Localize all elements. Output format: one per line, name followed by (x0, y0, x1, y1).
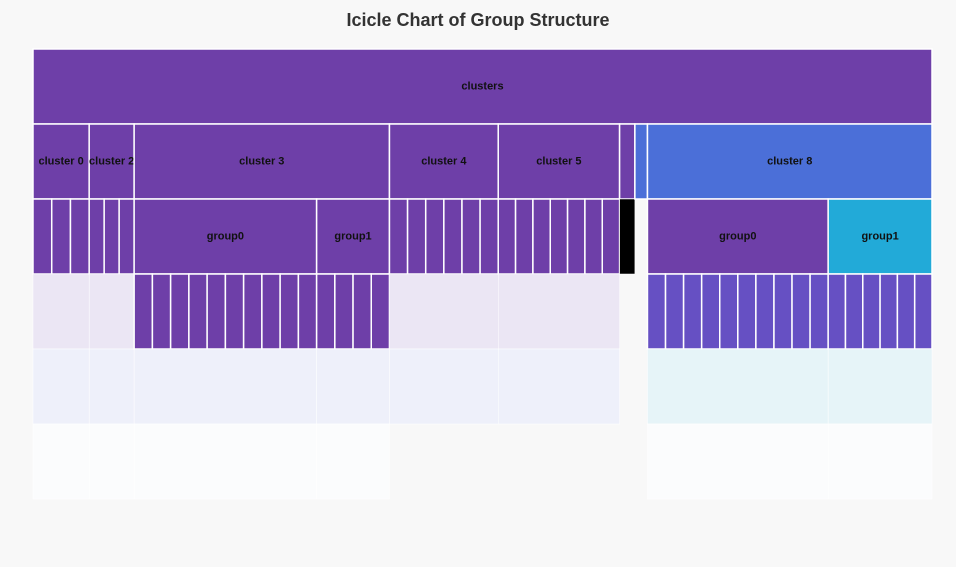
leaf-4-0-0[interactable] (497, 198, 517, 275)
leaf-7-0-0-2[interactable] (682, 273, 703, 350)
leaf-3-0-3[interactable] (443, 198, 463, 275)
leaf-7-1-0-3[interactable] (879, 273, 899, 350)
leaf-3-0-0[interactable] (388, 198, 409, 275)
node-group-2-1[interactable] (315, 198, 391, 275)
leaf-7-0-0-8[interactable] (791, 273, 811, 350)
leaf-7-1-0-2[interactable] (862, 273, 881, 350)
faint-2-0-2[interactable] (133, 423, 317, 500)
node-label-cluster-4: cluster 5 (536, 155, 581, 167)
leaf-0-0-0[interactable] (32, 198, 53, 275)
faint-0-3[interactable] (32, 423, 90, 500)
leaf-2-0-0-2[interactable] (169, 273, 190, 350)
chart-title: Icicle Chart of Group Structure (346, 10, 610, 30)
leaf-7-0-0-1[interactable] (664, 273, 685, 350)
faint-0-1[interactable] (32, 273, 90, 350)
leaf-1-0-1[interactable] (103, 198, 120, 275)
node-label-group-2-0: group0 (207, 230, 244, 242)
leaf-4-0-2[interactable] (532, 198, 551, 275)
node-group-2-0[interactable] (133, 198, 318, 275)
leaf-7-0-0-3[interactable] (700, 273, 721, 350)
faint-7-0-1[interactable] (647, 348, 829, 425)
leaf-2-0-0-5[interactable] (224, 273, 245, 350)
node-label-cluster-0: cluster 0 (38, 155, 83, 167)
leaf-0-0-1[interactable] (50, 198, 72, 275)
faint-2-0-1[interactable] (133, 348, 317, 425)
faint-3-1[interactable] (389, 273, 499, 350)
leaf-2-1-0-0[interactable] (315, 273, 336, 350)
leaf-2-0-0-6[interactable] (242, 273, 263, 350)
node-label-group-7-1: group1 (861, 230, 898, 242)
leaf-2-0-0-0[interactable] (133, 273, 154, 350)
node-label-group-2-1: group1 (334, 230, 371, 242)
faint-2-1-2[interactable] (316, 423, 390, 500)
faint-5-0[interactable] (619, 198, 636, 275)
faint-1-1[interactable] (88, 273, 135, 350)
node-label-cluster-2: cluster 3 (239, 155, 284, 167)
faint-3-2[interactable] (389, 348, 499, 425)
node-label-cluster-7: cluster 8 (767, 155, 812, 167)
node-cluster-4[interactable] (497, 123, 621, 200)
faint-7-0-2[interactable] (647, 423, 829, 500)
leaf-2-0-0-8[interactable] (279, 273, 300, 350)
node-label-root: clusters (461, 80, 503, 92)
leaf-7-0-0-7[interactable] (773, 273, 793, 350)
node-root[interactable] (32, 48, 933, 125)
leaf-3-0-4[interactable] (461, 198, 481, 275)
node-group-7-1[interactable] (827, 198, 933, 275)
leaf-4-0-3[interactable] (549, 198, 569, 275)
faint-1-2[interactable] (88, 348, 135, 425)
leaf-2-1-0-1[interactable] (334, 273, 354, 350)
leaf-2-1-0-2[interactable] (352, 273, 372, 350)
leaf-0-0-2[interactable] (69, 198, 90, 275)
faint-4-2[interactable] (497, 348, 620, 425)
leaf-2-0-0-9[interactable] (297, 273, 318, 350)
leaf-3-0-1[interactable] (406, 198, 427, 275)
leaf-3-0-2[interactable] (424, 198, 445, 275)
node-label-cluster-1: cluster 2 (89, 155, 134, 167)
leaf-7-0-0-6[interactable] (755, 273, 775, 350)
faint-7-1-1[interactable] (827, 348, 933, 425)
leaf-4-0-4[interactable] (566, 198, 586, 275)
node-label-group-7-0: group0 (719, 230, 756, 242)
node-cluster-7[interactable] (646, 123, 933, 200)
leaf-4-0-6[interactable] (601, 198, 621, 275)
node-cluster-3[interactable] (388, 123, 499, 200)
leaf-2-1-0-3[interactable] (370, 273, 391, 350)
leaf-4-0-5[interactable] (584, 198, 604, 275)
leaf-7-1-0-4[interactable] (896, 273, 916, 350)
leaf-7-0-0-4[interactable] (718, 273, 739, 350)
leaf-1-0-0[interactable] (88, 198, 105, 275)
faint-4-1[interactable] (497, 273, 620, 350)
node-label-cluster-3: cluster 4 (421, 155, 467, 167)
faint-1-3[interactable] (88, 423, 135, 500)
leaf-7-1-0-0[interactable] (827, 273, 847, 350)
faint-2-1-1[interactable] (316, 348, 390, 425)
leaf-7-1-0-5[interactable] (913, 273, 933, 350)
leaf-1-0-2[interactable] (118, 198, 135, 275)
leaf-2-0-0-4[interactable] (206, 273, 227, 350)
leaf-4-0-1[interactable] (514, 198, 534, 275)
faint-7-1-2[interactable] (827, 423, 933, 500)
node-cluster-6[interactable] (634, 123, 649, 200)
leaf-7-0-0-5[interactable] (737, 273, 757, 350)
leaf-3-0-5[interactable] (479, 198, 499, 275)
faint-0-2[interactable] (32, 348, 90, 425)
node-cluster-5[interactable] (618, 123, 636, 200)
leaf-2-0-0-7[interactable] (261, 273, 281, 350)
leaf-7-1-0-1[interactable] (844, 273, 864, 350)
leaf-2-0-0-3[interactable] (188, 273, 208, 350)
leaf-7-0-0-0[interactable] (646, 273, 667, 350)
leaf-2-0-0-1[interactable] (151, 273, 172, 350)
leaf-7-0-0-9[interactable] (809, 273, 829, 350)
